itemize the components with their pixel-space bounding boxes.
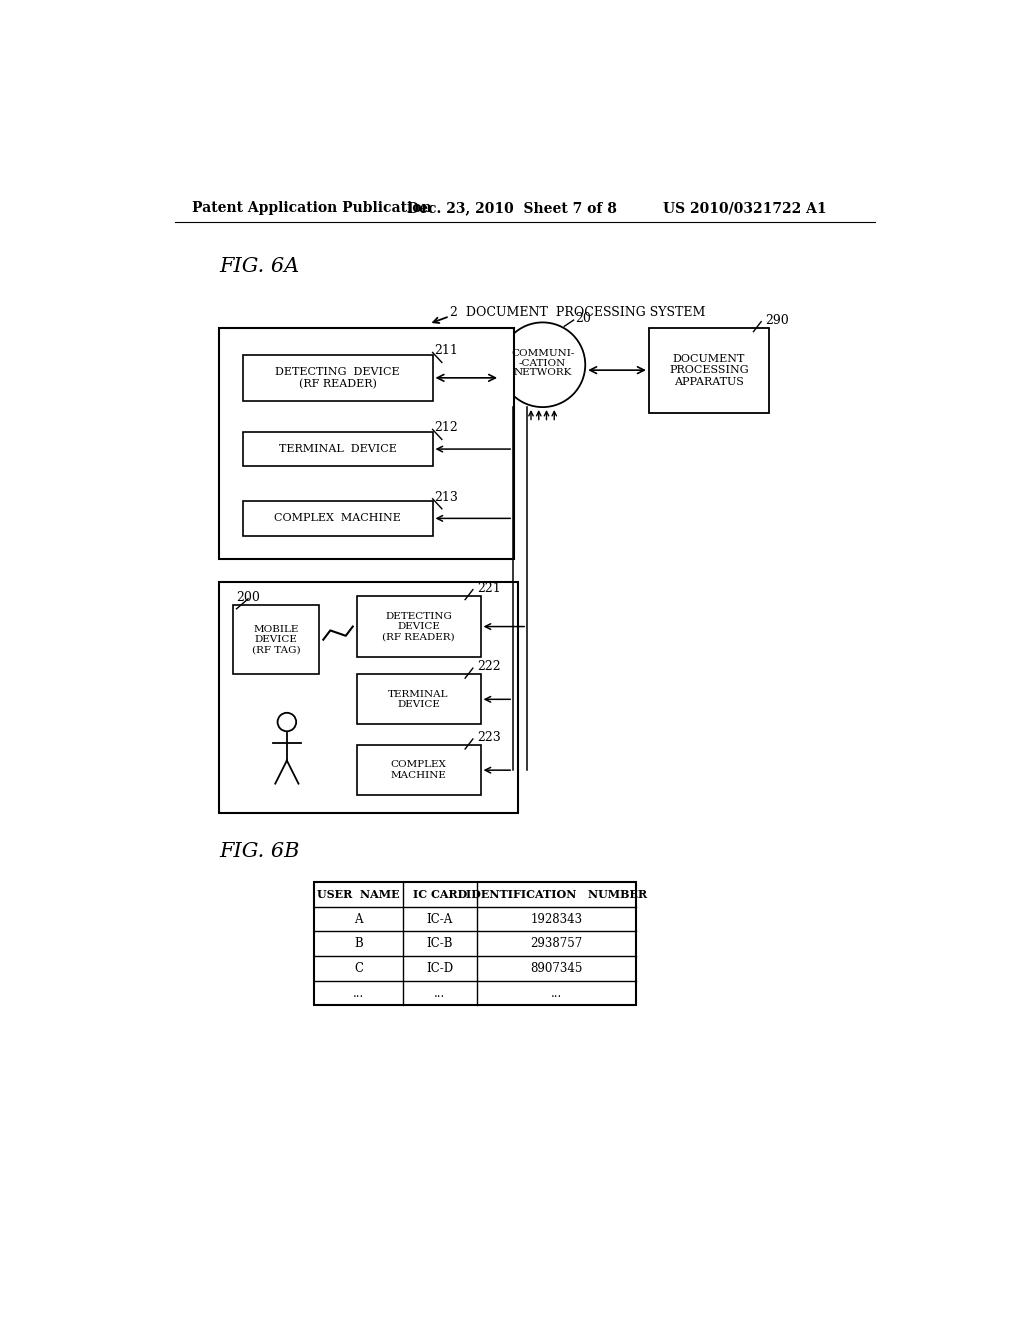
Text: IC-A: IC-A bbox=[427, 912, 453, 925]
Text: COMPLEX
MACHINE: COMPLEX MACHINE bbox=[391, 760, 446, 780]
Text: ...: ... bbox=[353, 986, 365, 999]
Text: Dec. 23, 2010  Sheet 7 of 8: Dec. 23, 2010 Sheet 7 of 8 bbox=[407, 202, 616, 215]
Text: 290: 290 bbox=[765, 314, 788, 326]
Text: 2  DOCUMENT  PROCESSING SYSTEM: 2 DOCUMENT PROCESSING SYSTEM bbox=[450, 306, 705, 319]
FancyBboxPatch shape bbox=[243, 502, 432, 536]
Text: US 2010/0321722 A1: US 2010/0321722 A1 bbox=[663, 202, 826, 215]
Text: 200: 200 bbox=[237, 591, 260, 603]
Text: 20: 20 bbox=[575, 312, 591, 325]
Text: 211: 211 bbox=[434, 345, 458, 358]
Text: IC-B: IC-B bbox=[427, 937, 454, 950]
Text: 222: 222 bbox=[477, 660, 501, 673]
Text: DETECTING
DEVICE
(RF READER): DETECTING DEVICE (RF READER) bbox=[382, 611, 455, 642]
FancyBboxPatch shape bbox=[356, 675, 480, 725]
Text: DOCUMENT
PROCESSING
APPARATUS: DOCUMENT PROCESSING APPARATUS bbox=[669, 354, 749, 387]
Text: FIG. 6A: FIG. 6A bbox=[219, 256, 300, 276]
FancyBboxPatch shape bbox=[243, 355, 432, 401]
Text: -CATION: -CATION bbox=[519, 359, 566, 368]
Text: TERMINAL  DEVICE: TERMINAL DEVICE bbox=[279, 444, 396, 454]
Text: 213: 213 bbox=[434, 491, 458, 504]
Text: IDENTIFICATION   NUMBER: IDENTIFICATION NUMBER bbox=[466, 890, 647, 900]
Text: B: B bbox=[354, 937, 362, 950]
Text: FIG. 6B: FIG. 6B bbox=[219, 842, 300, 861]
FancyBboxPatch shape bbox=[314, 882, 636, 1006]
Text: 221: 221 bbox=[477, 582, 501, 594]
Text: 212: 212 bbox=[434, 421, 458, 434]
FancyBboxPatch shape bbox=[219, 327, 514, 558]
Text: DETECTING  DEVICE
(RF READER): DETECTING DEVICE (RF READER) bbox=[275, 367, 400, 389]
Text: COMMUNI-: COMMUNI- bbox=[511, 350, 574, 359]
Text: 223: 223 bbox=[477, 731, 501, 744]
Text: Patent Application Publication: Patent Application Publication bbox=[191, 202, 431, 215]
FancyBboxPatch shape bbox=[356, 744, 480, 795]
Text: 1928343: 1928343 bbox=[530, 912, 583, 925]
FancyBboxPatch shape bbox=[219, 582, 518, 813]
FancyBboxPatch shape bbox=[649, 327, 769, 412]
Text: COMPLEX  MACHINE: COMPLEX MACHINE bbox=[274, 513, 401, 523]
Text: MOBILE
DEVICE
(RF TAG): MOBILE DEVICE (RF TAG) bbox=[252, 624, 300, 655]
Text: ...: ... bbox=[434, 986, 445, 999]
Text: A: A bbox=[354, 912, 362, 925]
Text: IC-D: IC-D bbox=[426, 962, 454, 975]
FancyBboxPatch shape bbox=[243, 432, 432, 466]
Text: 2938757: 2938757 bbox=[530, 937, 583, 950]
FancyBboxPatch shape bbox=[232, 605, 319, 675]
Text: C: C bbox=[354, 962, 364, 975]
FancyBboxPatch shape bbox=[356, 595, 480, 657]
Text: ...: ... bbox=[551, 986, 562, 999]
Text: TERMINAL
DEVICE: TERMINAL DEVICE bbox=[388, 689, 449, 709]
Text: IC CARD: IC CARD bbox=[413, 890, 467, 900]
Text: NETWORK: NETWORK bbox=[513, 368, 571, 378]
Text: 8907345: 8907345 bbox=[530, 962, 583, 975]
Text: USER  NAME: USER NAME bbox=[317, 890, 400, 900]
